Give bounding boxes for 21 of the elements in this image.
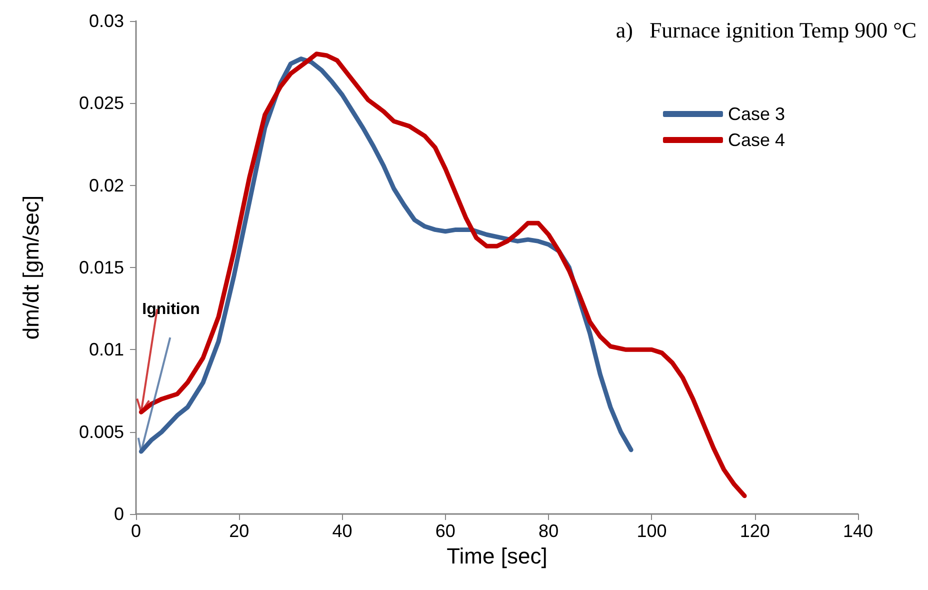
y-tick-label: 0.01	[88, 340, 124, 360]
y-tick-label: 0.03	[88, 11, 124, 31]
x-tick-label: 60	[435, 521, 456, 541]
x-tick-label: 40	[332, 521, 352, 541]
chart-title: a) Furnace ignition Temp 900 °C	[616, 18, 917, 42]
x-axis-title: Time [sec]	[446, 543, 548, 568]
x-tick-label: 0	[130, 521, 142, 541]
legend-label: Case 3	[728, 104, 786, 124]
y-tick-label: 0.005	[78, 422, 124, 442]
x-tick-label: 80	[538, 521, 559, 541]
x-tick-label: 100	[636, 521, 667, 541]
annotation: Ignition	[142, 301, 200, 318]
x-tick-label: 140	[842, 521, 874, 541]
x-tick-label: 120	[740, 521, 770, 541]
x-tick-label: 20	[229, 521, 250, 541]
y-tick-label: 0.015	[78, 258, 124, 278]
y-tick-label: 0.025	[78, 93, 124, 114]
y-tick-label: 0.02	[88, 175, 124, 196]
y-tick-label: 0	[114, 504, 124, 524]
legend-label: Case 4	[728, 130, 786, 150]
y-axis-title: dm/dt [gm/sec]	[18, 195, 44, 340]
